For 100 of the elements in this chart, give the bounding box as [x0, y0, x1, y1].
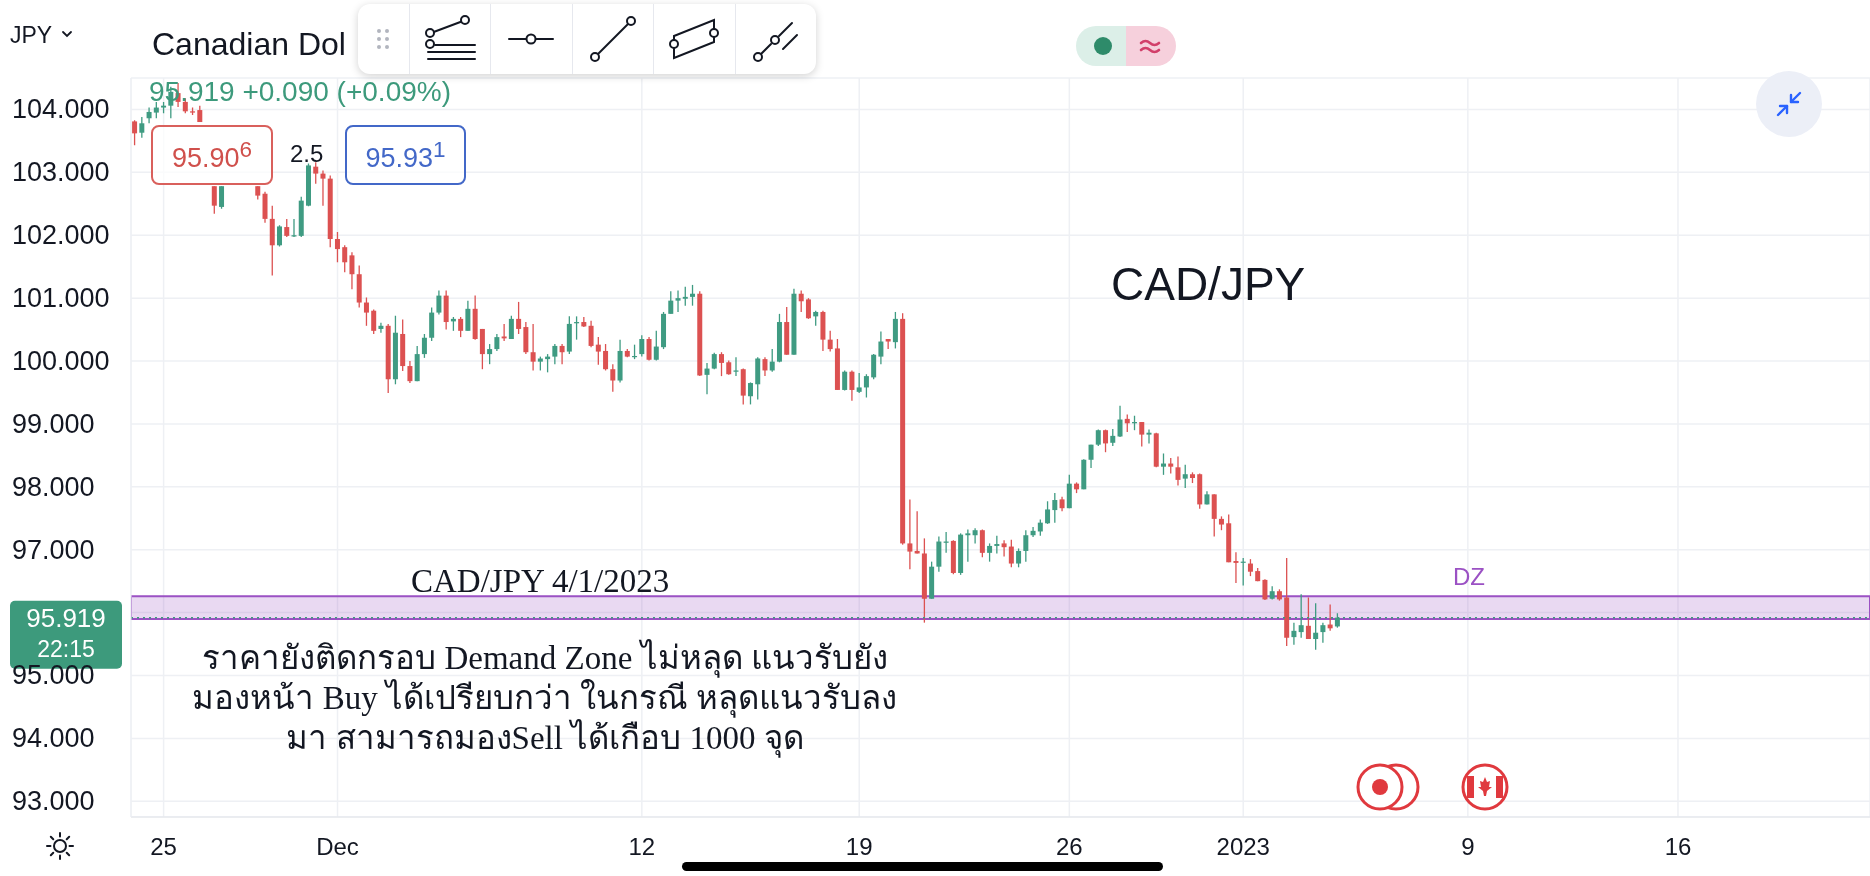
candlestick	[436, 289, 442, 316]
candlestick	[1262, 578, 1268, 601]
candlestick	[603, 343, 609, 372]
y-tick-label: 103.000	[12, 157, 110, 188]
candlestick	[987, 542, 993, 563]
y-tick-label: 101.000	[12, 283, 110, 314]
candlestick	[407, 360, 413, 384]
candlestick	[1182, 464, 1188, 489]
candlestick	[1233, 551, 1239, 584]
candlestick	[798, 289, 804, 313]
chart-title: Canadian Dol	[152, 26, 346, 62]
y-tick-label: 95.000	[12, 660, 95, 691]
candlestick	[1139, 421, 1145, 448]
candlestick	[1291, 622, 1297, 646]
candlestick	[907, 498, 913, 570]
candlestick	[516, 301, 522, 335]
x-tick-label: Dec	[316, 832, 359, 860]
candlestick	[719, 351, 724, 377]
candlestick	[733, 356, 739, 377]
annotation: 95.90$^{6}$	[171, 136, 253, 174]
candlestick	[1305, 596, 1311, 640]
candlestick	[588, 320, 594, 348]
x-tick-label: 9	[1461, 832, 1475, 860]
candlestick	[501, 323, 507, 342]
candlestick	[334, 231, 340, 263]
candlestick	[1161, 452, 1166, 476]
candlestick	[349, 251, 355, 290]
candlestick	[1001, 539, 1007, 558]
candlestick	[827, 330, 833, 353]
x-tick-label: 26	[1055, 832, 1083, 860]
candlestick	[1146, 428, 1152, 445]
candlestick	[363, 296, 369, 327]
candlestick	[878, 330, 884, 365]
candlestick	[639, 334, 645, 358]
y-tick-label: 94.000	[12, 723, 95, 754]
candlestick	[277, 224, 282, 248]
candlestick	[487, 343, 493, 365]
candlestick	[668, 290, 674, 315]
candlestick	[313, 161, 319, 185]
candlestick	[1023, 529, 1029, 563]
candlestick	[610, 363, 616, 393]
ref-line-label: 95.919	[26, 602, 106, 633]
candlestick	[653, 330, 659, 362]
text: 22:15	[37, 635, 95, 662]
candlestick	[762, 356, 768, 377]
candlestick	[1320, 622, 1326, 644]
candlestick	[320, 169, 326, 207]
candlestick	[871, 353, 877, 380]
candlestick	[146, 106, 152, 124]
candlestick	[842, 369, 848, 392]
y-tick-label: 100.000	[12, 346, 110, 377]
candlestick	[530, 323, 536, 372]
x-tick-label: 19	[845, 832, 873, 860]
x-tick-label: 2023	[1216, 832, 1270, 860]
candlestick	[1052, 492, 1058, 524]
candlestick	[863, 373, 869, 399]
annotation: ราคายังติดกรอบ Demand Zone ไม่หลุด แนวรับยัง มองหน้า Buy ได้เปรียบกว่า ในกรณี หลุดแนวรับลง มา สามารถมองSell ได้เกือบ 1000 จุด	[192, 640, 898, 756]
price-box: 95.90$^{6}$	[151, 125, 273, 185]
candlestick	[211, 185, 217, 215]
candlestick	[458, 316, 464, 338]
annotation: CAD/JPY 4/1/2023	[411, 563, 670, 599]
y-tick-label: 104.000	[12, 94, 110, 125]
candlestick	[595, 336, 601, 366]
candlestick	[559, 343, 565, 365]
candlestick	[979, 528, 985, 558]
candlestick	[1016, 547, 1022, 568]
band-label: DZ	[1453, 562, 1485, 590]
y-tick-label: 93.000	[12, 786, 95, 817]
x-tick-label: 12	[628, 832, 656, 860]
candlestick	[682, 286, 688, 307]
candlestick	[1117, 405, 1123, 438]
candlestick	[675, 289, 681, 313]
candlestick	[892, 311, 898, 350]
candlestick	[1030, 526, 1036, 538]
candlestick	[769, 348, 775, 373]
y-axis-title: JPY	[10, 22, 53, 48]
candlestick	[219, 185, 225, 210]
candlestick	[284, 218, 290, 238]
candlestick	[747, 381, 753, 406]
price-box: 95.93$^{1}$	[345, 125, 466, 185]
candlestick	[1045, 500, 1051, 525]
candlestick	[132, 119, 138, 146]
candlestick	[965, 528, 971, 563]
candlestick	[1008, 538, 1014, 568]
candlestick	[805, 297, 811, 320]
candlestick	[139, 116, 145, 139]
y-tick-label: 102.000	[12, 220, 110, 251]
candlestick	[342, 244, 348, 273]
x-tick-label: 16	[1664, 832, 1692, 860]
candlestick	[421, 333, 427, 359]
candlestick	[371, 308, 377, 335]
annotation: 2.5	[290, 140, 324, 167]
candlestick	[856, 372, 862, 394]
x-tick-label: 25	[150, 832, 177, 860]
y-tick-label: 97.000	[12, 534, 95, 565]
annotation: 95.93$^{1}$	[365, 136, 446, 174]
y-tick-label: 99.000	[12, 408, 95, 439]
candlestick	[849, 369, 855, 402]
candlestick	[704, 362, 710, 395]
candlestick	[378, 322, 384, 334]
